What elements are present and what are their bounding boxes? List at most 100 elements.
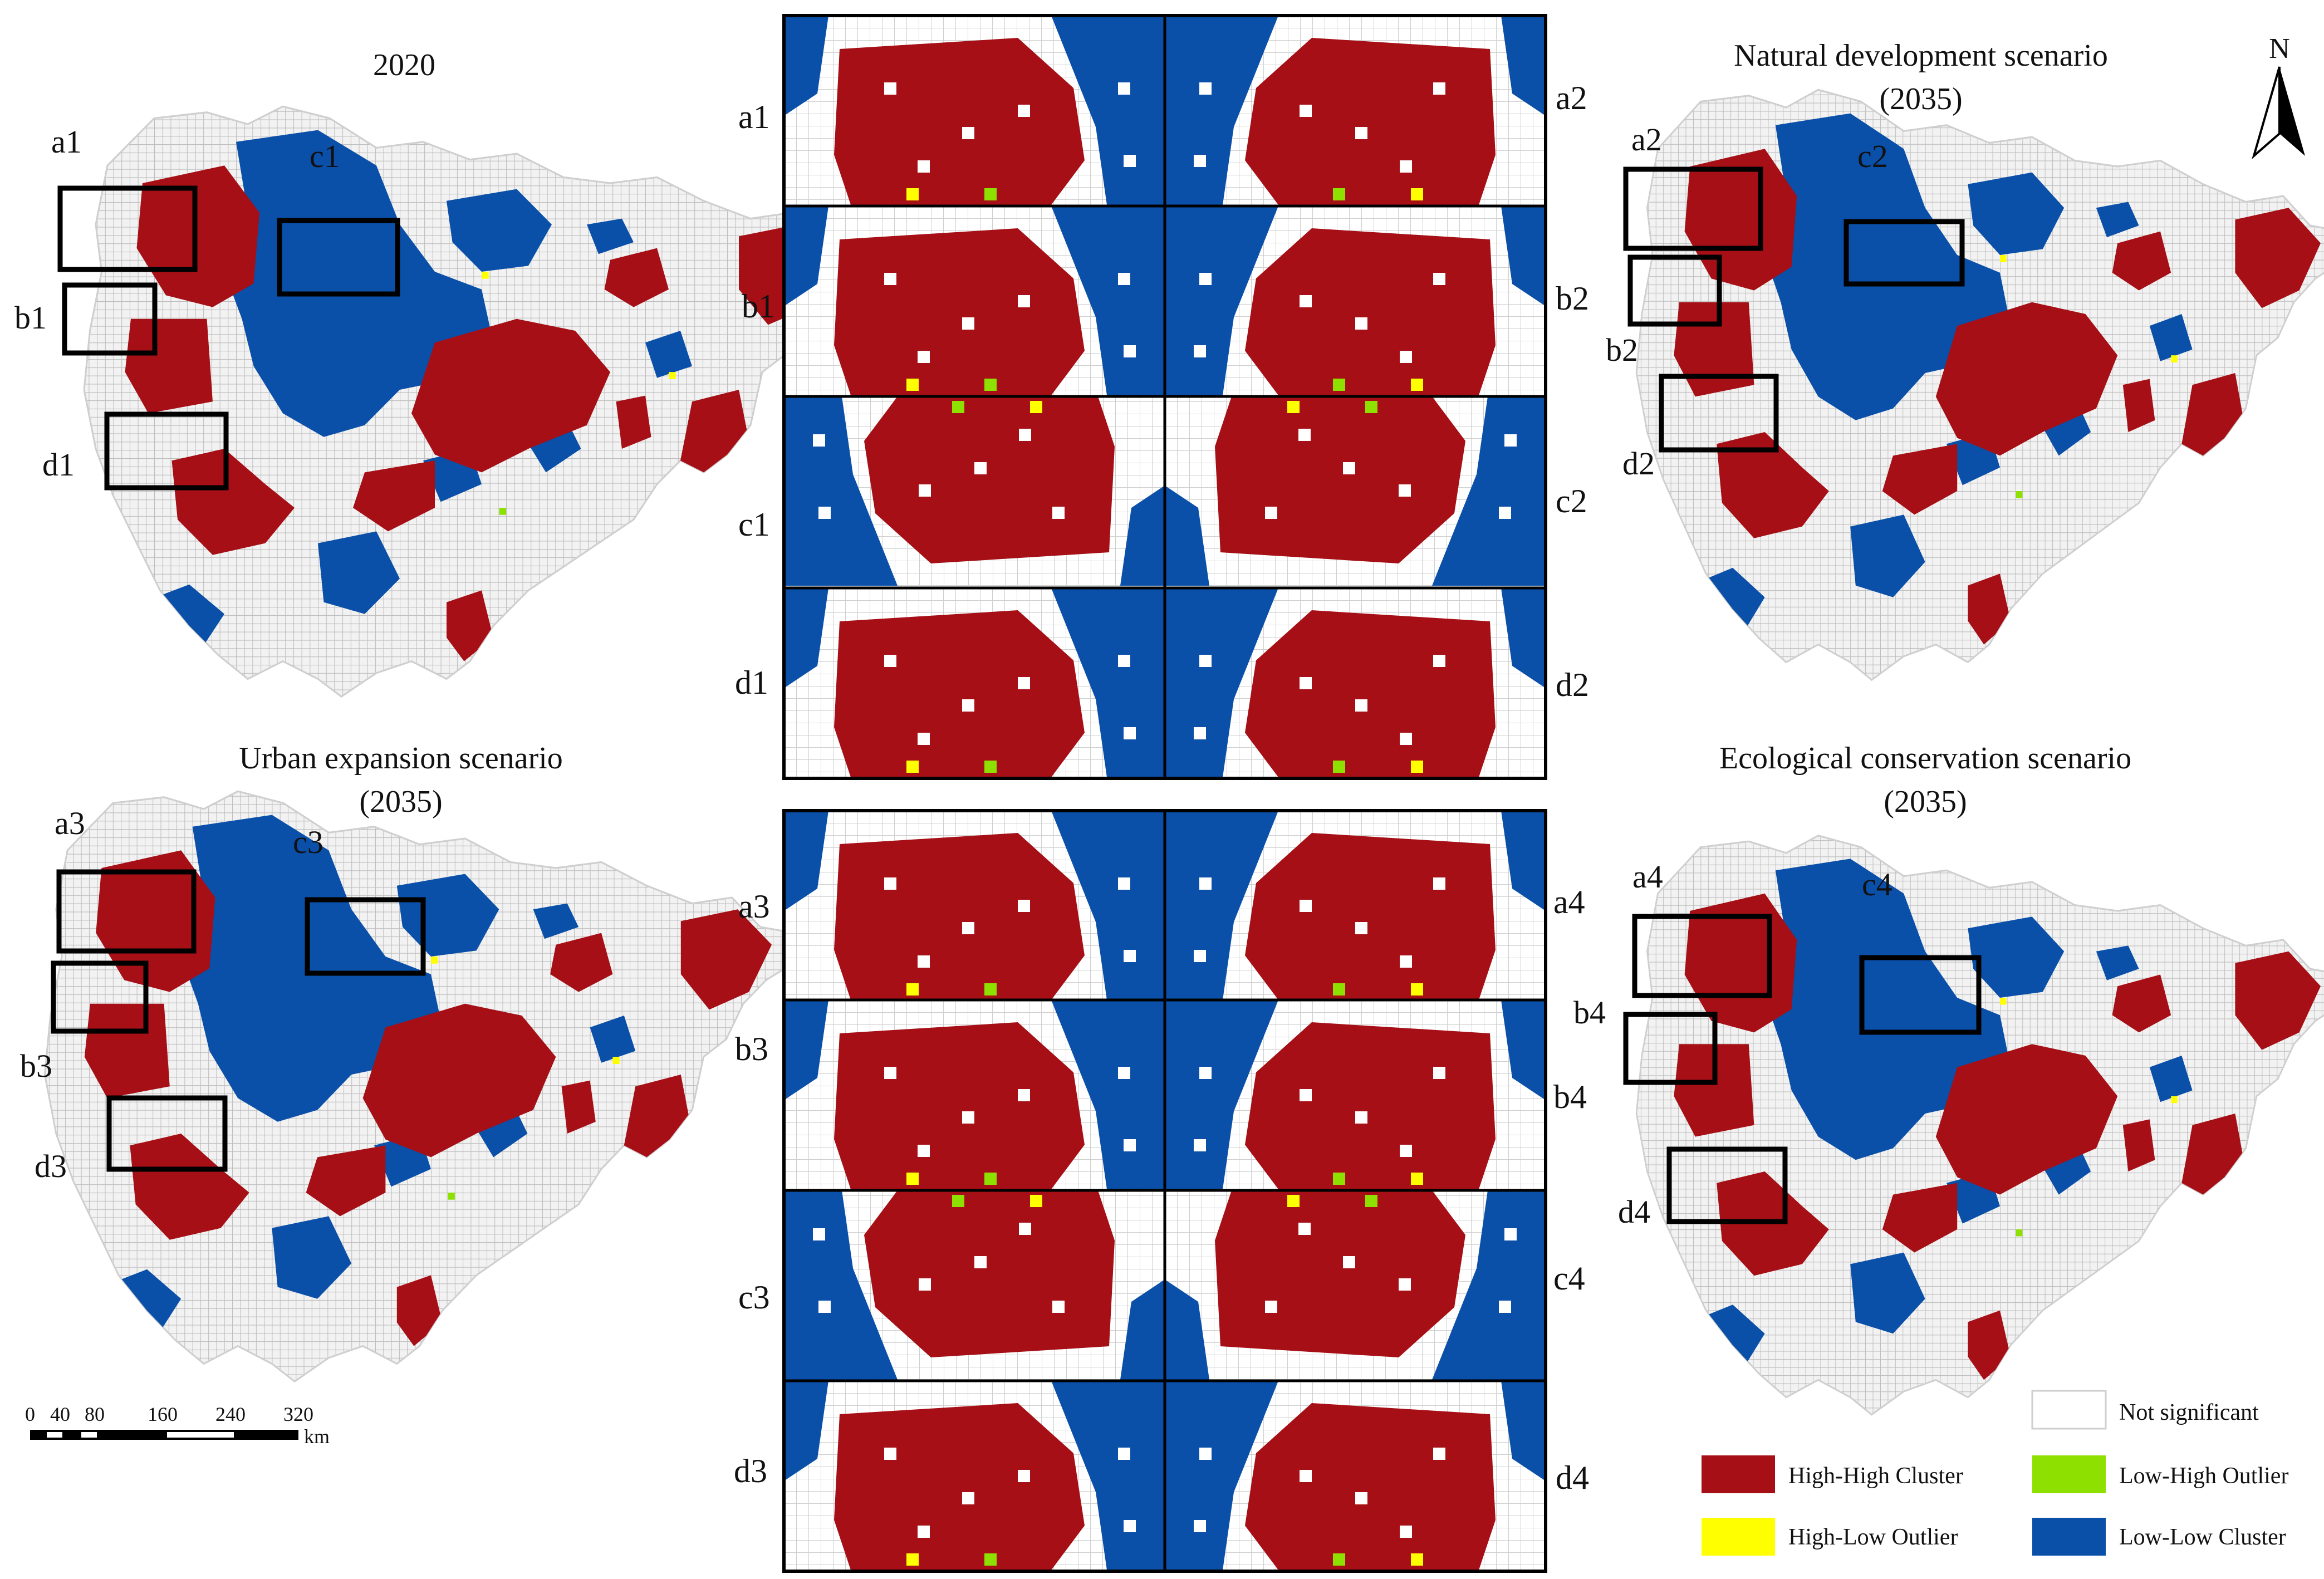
inset-panel-bottom: a3 b3 c3 d3 a4 b4 c4 d4 <box>734 809 1589 1573</box>
legend-label-high-high: High-High Cluster <box>1788 1463 1963 1489</box>
scale-bar: 0 40 80 160 240 320 km <box>25 1403 330 1448</box>
inset-d2 <box>1165 588 1546 777</box>
legend-swatch-high-high <box>1702 1455 1775 1493</box>
map-natural-title: Natural development scenario <box>1734 38 2108 73</box>
panel-label-d2: d2 <box>1556 666 1589 703</box>
legend-swatch-low-high <box>2032 1455 2106 1493</box>
legend-swatch-not-significant <box>2031 1390 2107 1430</box>
box-b2 <box>1627 254 1722 327</box>
box-b1 <box>62 282 158 356</box>
scale-tick-40: 40 <box>50 1403 70 1425</box>
label-a1: a1 <box>51 124 82 160</box>
label-d4: d4 <box>1618 1194 1650 1230</box>
panel-label-c2: c2 <box>1556 483 1587 519</box>
legend: Not significant High-High Cluster Low-Hi… <box>1702 1390 2288 1556</box>
inset-a3 <box>784 811 1165 1000</box>
inset-b4 <box>1165 1000 1546 1189</box>
inset-c1 <box>784 396 1165 586</box>
panel-label-a4: a4 <box>1553 884 1585 920</box>
map-urban-title: Urban expansion scenario <box>239 741 563 776</box>
inset-c2 <box>1165 396 1546 586</box>
label-c1: c1 <box>310 138 340 174</box>
map-ecological-region <box>1636 836 2324 1415</box>
box-b4 <box>1623 1012 1718 1085</box>
label-d1: d1 <box>42 447 75 483</box>
inset-b1 <box>784 206 1165 395</box>
panel-label-d4: d4 <box>1556 1459 1589 1496</box>
inset-a2 <box>1165 16 1546 205</box>
box-d2 <box>1659 374 1779 453</box>
panel-label-b1: b1 <box>742 288 775 325</box>
label-d3: d3 <box>35 1148 67 1184</box>
label-b2: b2 <box>1606 332 1638 368</box>
box-d3 <box>106 1095 228 1172</box>
map-ecological-title: Ecological conservation scenario <box>1719 741 2131 776</box>
label-a2: a2 <box>1631 121 1662 158</box>
map-urban-subtitle: (2035) <box>359 784 442 819</box>
north-arrow: N <box>2252 33 2305 159</box>
box-c2 <box>1843 219 1965 287</box>
box-a1 <box>57 185 198 272</box>
panel-label-a1: a1 <box>738 99 770 135</box>
box-c1 <box>277 218 400 297</box>
inset-d3 <box>784 1381 1165 1570</box>
panel-label-c3: c3 <box>738 1279 770 1316</box>
scale-tick-160: 160 <box>148 1403 178 1425</box>
map-urban-expansion: Urban expansion scenario (2035) a3 b3 c3… <box>20 741 795 1381</box>
label-a3: a3 <box>55 805 85 841</box>
label-b4: b4 <box>1573 994 1606 1031</box>
box-a3 <box>56 869 197 954</box>
map-2020-title: 2020 <box>373 48 435 82</box>
inset-d4 <box>1165 1381 1546 1570</box>
map-ecological-subtitle: (2035) <box>1884 784 1967 819</box>
map-2020-region <box>84 106 856 697</box>
panel-label-a3: a3 <box>738 888 770 925</box>
map-urban-region <box>45 791 794 1381</box>
inset-d1 <box>784 588 1165 777</box>
panel-label-b4: b4 <box>1553 1078 1587 1115</box>
inset-b3 <box>784 1000 1165 1189</box>
box-a4 <box>1632 914 1772 998</box>
box-c4 <box>1859 955 1982 1035</box>
panel-label-c1: c1 <box>738 506 770 543</box>
map-natural-subtitle: (2035) <box>1879 82 1962 116</box>
label-d2: d2 <box>1622 445 1655 482</box>
scale-tick-80: 80 <box>85 1403 105 1425</box>
label-c3: c3 <box>293 824 323 860</box>
legend-label-low-high: Low-High Outlier <box>2119 1463 2288 1489</box>
panel-label-d3: d3 <box>734 1453 767 1489</box>
label-a4: a4 <box>1632 859 1663 895</box>
panel-label-a2: a2 <box>1556 80 1587 116</box>
scale-tick-320: 320 <box>283 1403 313 1425</box>
scale-tick-240: 240 <box>215 1403 246 1425</box>
label-b3: b3 <box>20 1048 52 1084</box>
inset-c4 <box>1165 1190 1546 1380</box>
box-a2 <box>1623 166 1763 251</box>
legend-swatch-low-low <box>2032 1518 2106 1556</box>
panel-label-c4: c4 <box>1553 1260 1585 1297</box>
label-b1: b1 <box>14 300 47 336</box>
map-2020: 2020 a1 b1 c1 d1 <box>14 48 856 697</box>
inset-panel-top: a1 b1 c1 d1 a2 b2 c2 d2 <box>735 14 1589 780</box>
legend-label-not-significant: Not significant <box>2119 1400 2259 1425</box>
box-d4 <box>1666 1146 1788 1224</box>
map-natural-development: Natural development scenario (2035) a2 b… <box>1606 38 2324 680</box>
panel-label-d1: d1 <box>735 664 768 701</box>
label-c4: c4 <box>1862 866 1892 903</box>
inset-a4 <box>1165 811 1546 1000</box>
inset-c3 <box>784 1190 1165 1380</box>
box-c3 <box>305 897 426 976</box>
scale-tick-0: 0 <box>25 1403 35 1425</box>
label-c2: c2 <box>1857 138 1888 174</box>
inset-b2 <box>1165 206 1546 395</box>
north-arrow-label: N <box>2269 33 2290 65</box>
legend-label-high-low: High-Low Outlier <box>1788 1524 1958 1550</box>
panel-label-b2: b2 <box>1556 280 1589 317</box>
legend-swatch-high-low <box>1702 1518 1775 1556</box>
map-natural-region <box>1636 90 2324 680</box>
box-d1 <box>104 411 229 491</box>
panel-label-b3: b3 <box>735 1031 768 1067</box>
map-ecological-conservation: Ecological conservation scenario (2035) … <box>1573 741 2324 1415</box>
box-b3 <box>51 960 149 1034</box>
